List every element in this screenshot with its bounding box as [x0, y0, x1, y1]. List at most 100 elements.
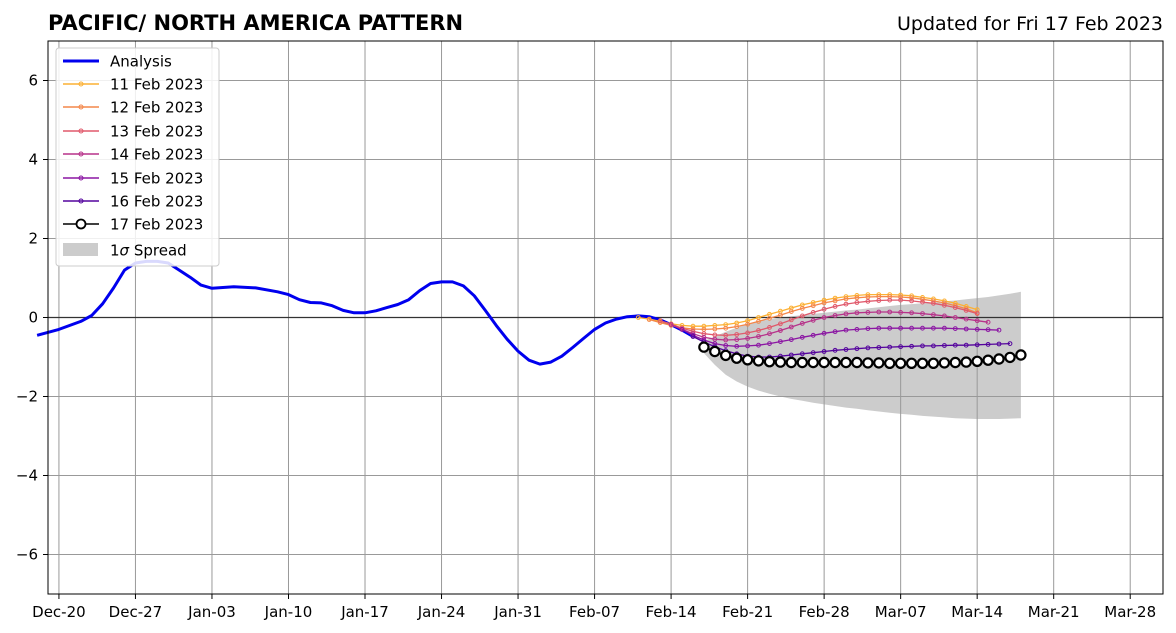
- point-f12: [843, 296, 849, 302]
- point-f13: [865, 298, 871, 304]
- point-f12: [799, 306, 805, 311]
- point-f13: [942, 302, 947, 308]
- point-f12: [734, 324, 740, 330]
- point-f15: [799, 334, 805, 340]
- point-f13: [767, 325, 772, 330]
- point-f13: [712, 332, 718, 338]
- point-f12: [778, 312, 783, 318]
- point-f17: [763, 356, 776, 368]
- point-f15: [952, 326, 958, 332]
- point-f12: [701, 327, 707, 332]
- point-f15: [745, 343, 750, 349]
- y-tick-label: 6: [28, 72, 38, 90]
- point-f14: [920, 311, 925, 317]
- point-f14: [767, 331, 772, 337]
- point-f15: [821, 330, 827, 336]
- point-f13: [810, 310, 816, 315]
- point-f16: [810, 350, 816, 356]
- x-tick-label: Dec-27: [109, 603, 163, 621]
- point-f16: [865, 345, 871, 351]
- x-tick-label: Dec-20: [32, 603, 86, 621]
- legend-box: [55, 47, 220, 267]
- point-f16: [985, 342, 991, 347]
- x-tick-label: Feb-14: [646, 603, 697, 621]
- spread-band: [703, 291, 1021, 419]
- x-tick-label: Jan-17: [340, 603, 389, 621]
- point-f16: [974, 342, 980, 348]
- point-f11: [821, 297, 827, 303]
- point-f17: [927, 357, 940, 369]
- point-f14: [668, 322, 674, 328]
- legend-label-16-feb: 16 Feb 2023: [110, 193, 203, 211]
- legend-item-analysis: Analysis: [63, 53, 172, 71]
- legend-marker-16-feb: [78, 198, 84, 204]
- point-f11: [701, 323, 707, 329]
- point-f16: [952, 342, 958, 348]
- point-f16: [854, 346, 860, 352]
- y-tick-label: 4: [28, 151, 38, 169]
- point-f15: [854, 327, 860, 332]
- point-f13: [788, 317, 794, 323]
- x-tick-label: Jan-03: [187, 603, 236, 621]
- point-f17: [1015, 349, 1027, 361]
- point-f17: [916, 357, 929, 369]
- point-f14: [821, 315, 827, 320]
- legend-item-spread: 1σ Spread: [63, 242, 187, 260]
- point-f17: [752, 355, 765, 367]
- point-f15: [876, 325, 882, 331]
- point-f14: [963, 316, 969, 322]
- grid-layer: [48, 41, 1163, 594]
- point-f15: [909, 325, 914, 331]
- point-f17: [720, 349, 732, 362]
- x-tick-label: Mar-14: [951, 603, 1003, 621]
- legend-item-17-feb: 17 Feb 2023: [63, 216, 203, 234]
- point-f17: [829, 356, 841, 369]
- point-f12: [712, 326, 718, 332]
- legend-label-spread-sigma: σ: [120, 242, 130, 260]
- point-f14: [745, 336, 750, 341]
- y-tick-label: −4: [16, 467, 38, 485]
- point-f17: [807, 356, 819, 369]
- point-f16: [799, 351, 805, 357]
- point-f14: [810, 317, 816, 323]
- point-f17: [905, 357, 918, 369]
- point-f14: [898, 310, 903, 315]
- point-f16: [909, 343, 914, 349]
- point-f14: [985, 319, 991, 325]
- point-f13: [657, 318, 663, 324]
- x-tick-label: Feb-28: [799, 603, 850, 621]
- point-f12: [810, 303, 816, 309]
- legend-label-spread-suffix: Spread: [129, 242, 187, 260]
- point-f16: [931, 343, 936, 349]
- point-f13: [920, 299, 925, 305]
- y-tick-label: −2: [16, 388, 38, 406]
- series-f14: [668, 309, 991, 343]
- x-tick-label: Mar-28: [1104, 603, 1156, 621]
- point-f13: [963, 308, 969, 313]
- point-f15: [974, 327, 980, 332]
- series-f11: [635, 292, 980, 329]
- point-f13: [821, 306, 827, 312]
- point-f13: [756, 328, 761, 333]
- point-f15: [767, 341, 772, 347]
- point-f16: [996, 341, 1002, 347]
- point-f12: [909, 295, 914, 301]
- point-f14: [832, 313, 838, 318]
- point-f17: [796, 356, 809, 369]
- legend-label-13-feb: 13 Feb 2023: [110, 123, 203, 141]
- point-f16: [690, 334, 696, 339]
- legend-marker-14-feb: [78, 151, 84, 157]
- point-f12: [756, 319, 761, 324]
- chart-subtitle: Updated for Fri 17 Feb 2023: [897, 13, 1163, 35]
- point-f17: [851, 356, 863, 369]
- point-f17: [698, 341, 710, 353]
- point-f17: [873, 357, 885, 369]
- x-tick-label: Mar-21: [1028, 603, 1080, 621]
- point-f13: [723, 332, 729, 338]
- point-f16: [876, 345, 882, 350]
- series-f15: [679, 325, 1002, 349]
- point-f17: [993, 353, 1005, 365]
- point-f17: [774, 356, 787, 368]
- point-f11: [810, 300, 816, 305]
- point-f13: [974, 311, 980, 317]
